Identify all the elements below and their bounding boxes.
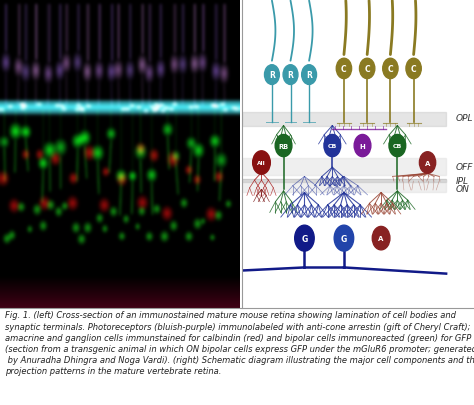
Bar (242, 181, 446, 193)
Text: OPL: OPL (456, 113, 473, 122)
Circle shape (389, 135, 406, 157)
Text: Fig. 1. (left) Cross-section of an immunostained mature mouse retina showing lam: Fig. 1. (left) Cross-section of an immun… (5, 311, 474, 375)
Circle shape (264, 66, 279, 85)
Text: C: C (365, 65, 370, 74)
Text: C: C (341, 65, 347, 74)
Circle shape (324, 135, 341, 157)
Circle shape (336, 59, 352, 79)
Text: R: R (288, 71, 293, 80)
Text: RB: RB (279, 143, 289, 149)
Text: G: G (341, 234, 347, 243)
Text: OFF: OFF (456, 163, 473, 172)
Text: A: A (425, 160, 430, 166)
Circle shape (354, 135, 371, 157)
Text: H: H (360, 143, 365, 149)
Text: R: R (269, 71, 275, 80)
Text: G: G (301, 234, 308, 243)
Text: C: C (388, 65, 393, 74)
Bar (242, 158, 446, 175)
Circle shape (406, 59, 421, 79)
Bar (242, 112, 446, 126)
Text: IPL: IPL (456, 177, 468, 185)
Text: C: C (411, 65, 417, 74)
Text: ON: ON (456, 185, 469, 194)
Circle shape (301, 66, 317, 85)
Bar (242, 179, 446, 183)
Text: A: A (378, 236, 384, 241)
Circle shape (359, 59, 375, 79)
Circle shape (334, 226, 354, 252)
Text: CB: CB (328, 144, 337, 149)
Circle shape (295, 226, 314, 252)
Circle shape (275, 135, 292, 157)
Circle shape (283, 66, 298, 85)
Circle shape (383, 59, 398, 79)
Circle shape (253, 151, 270, 175)
Text: CB: CB (392, 144, 402, 149)
Text: R: R (306, 71, 312, 80)
Circle shape (419, 152, 436, 174)
Text: AII: AII (257, 161, 266, 166)
Circle shape (372, 227, 390, 250)
